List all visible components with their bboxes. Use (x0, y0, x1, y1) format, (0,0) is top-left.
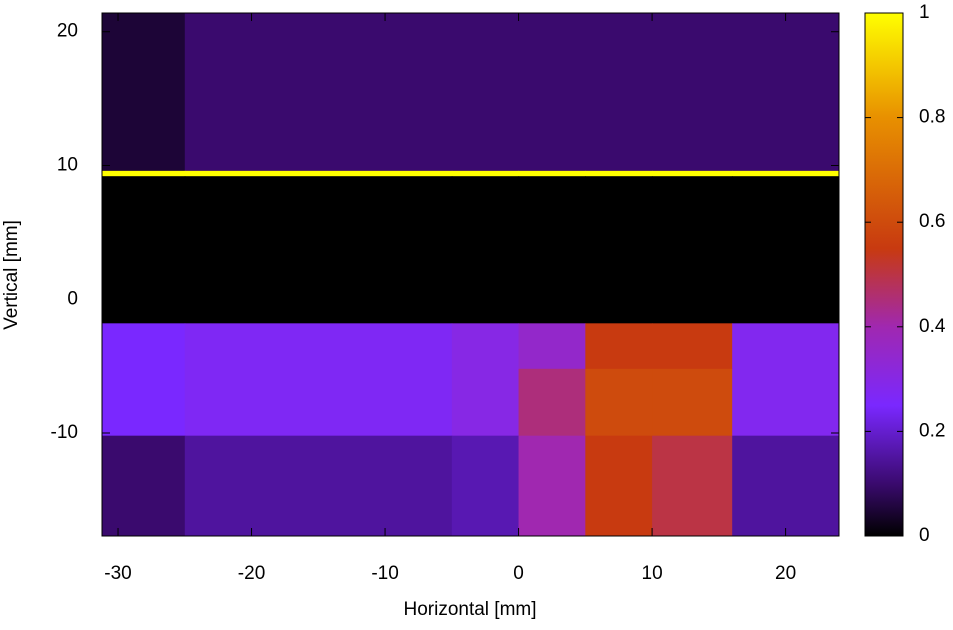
y-axis-title: Vertical [mm] (1, 220, 22, 330)
heatmap-cell (732, 323, 840, 370)
heatmap-cell (585, 323, 653, 370)
colorbar-tick-label: 0.4 (919, 316, 946, 337)
heatmap-cell (518, 323, 586, 370)
y-tick-label: 0 (67, 288, 78, 309)
heatmap-cell (585, 368, 653, 437)
colorbar-tick-label: 0.6 (919, 211, 945, 232)
heatmap-cell (184, 368, 453, 437)
heatmap-cell (518, 170, 586, 177)
heatmap-cell (652, 13, 733, 172)
heatmap-cell (518, 13, 586, 172)
y-tick-label: 20 (57, 21, 78, 42)
heatmap-cell (732, 176, 840, 324)
x-tick-label: 0 (513, 563, 524, 584)
heatmap-cell (585, 435, 653, 537)
heatmap-cell (102, 435, 186, 537)
heatmap-cell (585, 170, 653, 177)
heatmap-cell (102, 176, 186, 324)
heatmap-cell (451, 13, 520, 172)
x-axis-title: Horizontal [mm] (403, 599, 536, 620)
heatmap-cell (184, 435, 453, 537)
heatmap-cell (652, 435, 733, 537)
colorbar-tick-label: 0.2 (919, 420, 945, 441)
heatmap-cell (518, 435, 586, 537)
heatmap-cell (102, 323, 186, 370)
x-tick-label: 10 (642, 563, 663, 584)
heatmap-cell (451, 176, 520, 324)
colorbar-tick-label: 0.8 (919, 107, 945, 128)
heatmap-cell (518, 368, 586, 437)
x-tick-label: -20 (238, 563, 265, 584)
heatmap-cell (732, 170, 840, 177)
heatmap-cell (652, 368, 733, 437)
heatmap-cell (102, 170, 186, 177)
heatmap-cell (652, 170, 733, 177)
heatmap-cell (451, 323, 520, 370)
heatmap-cell (102, 13, 186, 172)
colorbar-tick-label: 1 (919, 2, 930, 23)
heatmap-cell (732, 13, 840, 172)
heatmap-cell (184, 323, 453, 370)
heatmap-cell (585, 176, 653, 324)
heatmap-cell (102, 368, 186, 437)
heatmap-cell (451, 368, 520, 437)
heatmap-cell (184, 170, 453, 177)
heatmap-cell (184, 176, 453, 324)
x-tick-label: 20 (775, 563, 796, 584)
x-tick-label: -30 (104, 563, 131, 584)
heatmap-cell (652, 176, 733, 324)
heatmap-cell (585, 13, 653, 172)
heatmap-cell (451, 435, 520, 537)
heatmap-cell (184, 13, 453, 172)
heatmap-cell (518, 176, 586, 324)
heatmap-cell (732, 368, 840, 437)
plot-frame (101, 12, 840, 537)
heatmap-cell (652, 323, 733, 370)
heatmap-cell (732, 435, 840, 537)
heatmap-cell (451, 170, 520, 177)
colorbar (864, 12, 904, 537)
colorbar-tick-label: 0 (919, 525, 930, 546)
x-tick-label: -10 (371, 563, 398, 584)
y-tick-label: -10 (51, 422, 78, 443)
y-tick-label: 10 (57, 155, 78, 176)
